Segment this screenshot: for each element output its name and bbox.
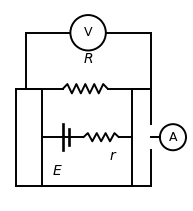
Circle shape [70, 15, 106, 50]
Text: $r$: $r$ [109, 149, 118, 163]
Text: $\mathrm{V}$: $\mathrm{V}$ [83, 26, 93, 39]
Text: $R$: $R$ [83, 52, 93, 66]
Text: $E$: $E$ [52, 164, 63, 178]
Circle shape [160, 124, 186, 150]
Text: $\mathrm{A}$: $\mathrm{A}$ [168, 131, 178, 144]
